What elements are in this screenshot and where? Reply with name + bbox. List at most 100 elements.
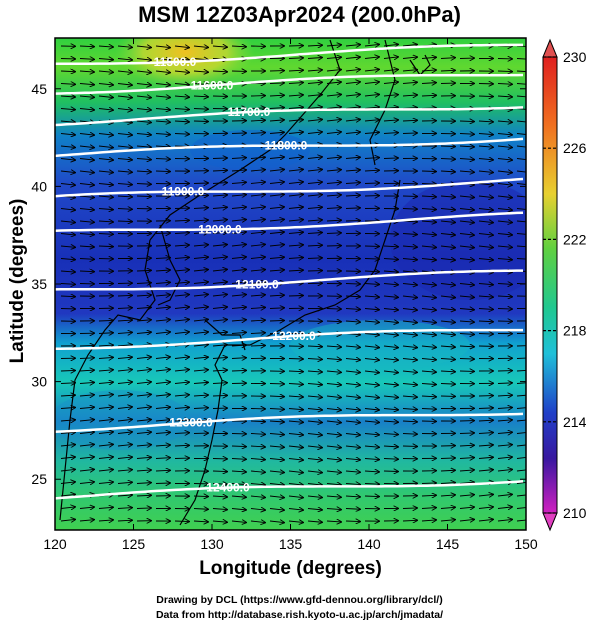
wind-arrow: [497, 84, 512, 85]
height-contour-line: [55, 269, 523, 291]
wind-arrow: [269, 232, 284, 234]
wind-arrow: [231, 307, 246, 308]
wind-arrow: [250, 295, 265, 296]
wind-arrow: [60, 284, 75, 285]
wind-arrow: [269, 446, 284, 447]
wind-arrow: [345, 309, 360, 310]
wind-arrow: [478, 246, 493, 248]
wind-arrow: [212, 244, 227, 246]
wind-arrow: [174, 395, 189, 396]
wind-arrow: [364, 471, 379, 472]
wind-arrow: [60, 482, 75, 484]
wind-arrow: [117, 407, 132, 409]
wind-arrow: [136, 332, 151, 333]
wind-arrow: [155, 109, 170, 110]
wind-arrow: [383, 57, 398, 59]
wind-arrow: [117, 432, 132, 434]
wind-arrow: [98, 457, 113, 459]
wind-arrow: [269, 484, 284, 486]
wind-arrow: [421, 70, 436, 71]
wind-arrow: [478, 457, 493, 458]
wind-arrow: [288, 194, 303, 196]
wind-arrow: [250, 320, 265, 321]
wind-arrow: [364, 371, 379, 373]
wind-arrow: [98, 345, 113, 346]
wind-arrow: [326, 396, 341, 398]
wind-arrow: [345, 107, 360, 109]
wind-arrow: [307, 421, 322, 423]
wind-arrow: [421, 259, 436, 260]
wind-arrow: [117, 209, 132, 210]
wind-arrow: [60, 71, 75, 72]
wind-arrow: [516, 58, 526, 60]
wind-arrow: [269, 157, 284, 158]
wind-arrow: [269, 459, 284, 460]
wind-arrow: [288, 157, 303, 159]
wind-arrow: [231, 219, 246, 221]
wind-arrow: [440, 171, 455, 172]
wind-arrow: [250, 345, 265, 346]
wind-arrow: [117, 295, 132, 296]
wind-arrow: [307, 232, 322, 233]
wind-arrow: [98, 432, 113, 434]
wind-arrow: [155, 458, 170, 459]
wind-arrow: [269, 320, 284, 321]
wind-arrow: [231, 46, 246, 47]
wind-arrow: [193, 332, 208, 334]
wind-arrow: [193, 195, 208, 196]
wind-arrow: [402, 434, 417, 435]
wind-arrow: [212, 183, 227, 184]
wind-arrow: [136, 295, 151, 296]
wind-arrow: [117, 196, 132, 197]
wind-arrow: [79, 259, 94, 260]
wind-arrow: [478, 221, 493, 223]
wind-arrow: [174, 233, 189, 234]
wind-arrow: [269, 509, 284, 511]
wind-arrow: [117, 345, 132, 346]
wind-arrow: [364, 94, 379, 96]
wind-arrow: [459, 309, 474, 310]
wind-arrow: [212, 158, 227, 159]
temperature-shading: [55, 38, 526, 530]
wind-arrow: [269, 194, 284, 196]
wind-arrow: [60, 184, 75, 186]
wind-arrow: [440, 384, 455, 385]
wind-arrow: [250, 471, 265, 472]
wind-arrow: [307, 182, 322, 183]
colorbar-tick-label: 210: [563, 505, 587, 521]
wind-arrow: [421, 309, 436, 311]
wind-arrow: [497, 445, 512, 446]
wind-arrow: [345, 296, 360, 297]
wind-arrow: [155, 245, 170, 246]
wind-arrow: [345, 459, 360, 460]
wind-arrow: [155, 357, 170, 359]
wind-arrow: [307, 509, 322, 510]
wind-arrow: [497, 96, 512, 97]
wind-arrow: [516, 519, 526, 522]
wind-arrow: [79, 358, 94, 359]
wind-arrow: [117, 419, 132, 421]
wind-arrow: [212, 383, 227, 384]
wind-arrow: [136, 369, 151, 371]
wind-arrow: [326, 471, 341, 472]
wind-arrow: [98, 84, 113, 85]
wind-arrow: [288, 169, 303, 171]
wind-arrow: [136, 382, 151, 384]
wind-arrow: [250, 244, 265, 246]
wind-arrow: [269, 182, 284, 184]
height-contour-line: [55, 73, 524, 95]
wind-arrow: [79, 171, 94, 173]
wind-arrow: [440, 495, 455, 496]
wind-arrow: [497, 457, 512, 458]
wind-arrow: [155, 282, 170, 283]
wind-arrow: [307, 384, 322, 385]
wind-arrow: [136, 121, 151, 122]
wind-arrow: [478, 159, 493, 160]
wind-arrow: [155, 46, 170, 48]
wind-arrow: [212, 269, 227, 271]
wind-arrow: [250, 459, 265, 460]
wind-arrow: [345, 195, 360, 196]
wind-arrow: [307, 220, 322, 221]
wind-arrow: [421, 495, 436, 496]
wind-arrow: [117, 84, 132, 86]
